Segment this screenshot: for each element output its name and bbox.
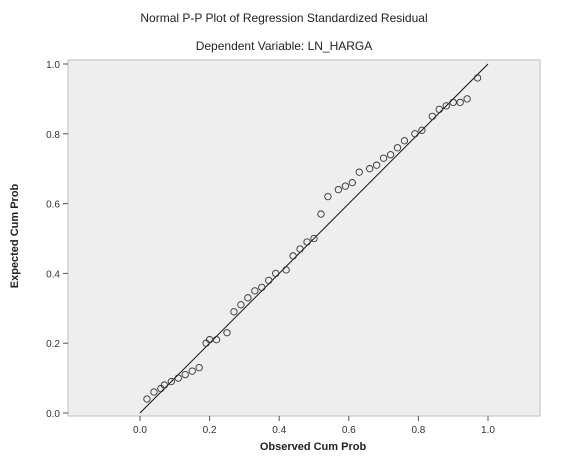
data-point <box>341 182 349 190</box>
data-point <box>428 112 436 121</box>
x-axis-label: Observed Cum Prob <box>260 441 367 453</box>
data-point <box>265 276 273 285</box>
data-point <box>411 130 419 138</box>
data-point <box>303 238 311 246</box>
data-point <box>435 105 443 114</box>
data-point <box>167 377 175 386</box>
data-point <box>393 144 402 152</box>
data-point <box>150 388 158 396</box>
data-point <box>160 381 169 389</box>
x-tick-label: 1.0 <box>481 425 495 436</box>
data-point <box>212 336 221 344</box>
y-tick-label: 1.0 <box>46 60 60 71</box>
y-tick-label: 0.2 <box>46 339 60 350</box>
data-point <box>317 210 325 218</box>
data-point <box>223 329 231 337</box>
data-point <box>355 168 363 176</box>
y-tick-label: 0.6 <box>46 200 60 211</box>
data-point <box>289 252 297 260</box>
data-point <box>143 395 151 403</box>
data-point <box>473 74 482 82</box>
y-axis-label: Expected Cum Prob <box>9 183 21 288</box>
data-point <box>348 179 356 187</box>
data-point <box>181 370 189 379</box>
data-point <box>174 374 182 382</box>
data-point <box>456 98 464 107</box>
y-tick-label: 0.8 <box>46 130 60 141</box>
x-tick-label: 0.6 <box>342 425 356 436</box>
chart-subtitle: Dependent Variable: LN_HARGA <box>196 39 373 53</box>
y-axis-ticks: 0.0 0.2 0.4 0.6 0.8 1.0 <box>46 60 68 420</box>
reference-diagonal-line <box>139 63 489 414</box>
x-axis-ticks: 0.0 0.2 0.4 0.6 0.8 1.0 <box>133 416 495 436</box>
data-point <box>272 269 280 278</box>
data-points <box>143 74 482 403</box>
data-point <box>237 301 245 309</box>
data-point <box>258 283 266 292</box>
data-point <box>463 95 471 103</box>
data-point <box>442 102 450 110</box>
y-tick-label: 0.4 <box>46 269 60 280</box>
data-point <box>282 266 290 274</box>
data-point <box>324 192 332 201</box>
data-point <box>244 294 252 302</box>
data-point <box>195 363 203 372</box>
data-point <box>310 234 318 243</box>
x-tick-label: 0.0 <box>133 425 147 436</box>
data-point <box>400 137 409 145</box>
data-point <box>205 336 214 344</box>
data-point <box>188 367 196 375</box>
x-tick-label: 0.4 <box>272 425 286 436</box>
data-point <box>230 308 238 316</box>
chart-title: Normal P-P Plot of Regression Standardiz… <box>140 11 427 25</box>
x-tick-label: 0.2 <box>203 425 217 436</box>
data-point <box>366 165 374 173</box>
data-point <box>334 185 343 194</box>
x-tick-label: 0.8 <box>411 425 425 436</box>
data-point <box>372 161 381 169</box>
data-point <box>386 151 395 159</box>
data-point <box>379 154 388 162</box>
data-point <box>296 245 304 253</box>
data-point <box>251 287 259 295</box>
y-tick-label: 0.0 <box>46 409 60 420</box>
plot-area <box>67 59 541 417</box>
data-point <box>449 98 457 107</box>
data-point <box>418 126 426 134</box>
